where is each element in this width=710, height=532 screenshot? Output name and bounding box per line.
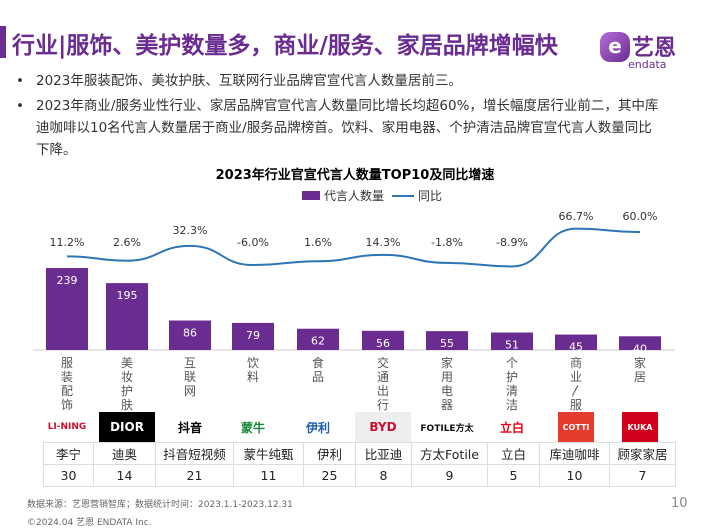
brand-count: 10 (539, 464, 610, 487)
category-label: 家用电器 (440, 356, 453, 412)
brand-logo-li-ning: LI-NING (39, 412, 95, 442)
brand-logo-dior: DIOR (99, 412, 155, 442)
brand-count: 14 (93, 464, 156, 487)
brand-name: 库迪咖啡 (539, 442, 610, 465)
bullet-item: 2023年商业/服务业性行业、家居品牌官宣代言人数量同比增长均超60%，增长幅度… (14, 95, 664, 161)
logo-cn: 艺恩 (632, 36, 677, 61)
brand-name: 迪奥 (93, 442, 156, 465)
bar (169, 320, 211, 350)
brand-count: 25 (303, 464, 356, 487)
line-label: 11.2% (50, 236, 85, 249)
brand-logo-蒙牛: 蒙牛 (225, 412, 281, 442)
line-label: 60.0% (623, 210, 658, 223)
bar-label: 55 (440, 337, 454, 350)
category-label: 家居 (633, 356, 646, 384)
page-number: 10 (671, 496, 688, 511)
bullet-list: 2023年服装配饰、美妆护肤、互联网行业品牌官宣代言人数量居前三。 2023年商… (14, 70, 664, 164)
endata-logo: e 艺恩 endata (600, 28, 690, 78)
brand-name: 顾家家居 (609, 442, 676, 465)
brand-name: 抖音短视频 (155, 442, 234, 465)
brand-table: 李宁 迪奥 抖音短视频 蒙牛纯甄 伊利 比亚迪 方太Fotile 立白 库迪咖啡 顾家家居 30 14… (43, 442, 676, 487)
brand-name: 李宁 (43, 442, 94, 465)
brand-count: 8 (355, 464, 412, 487)
brand-count: 9 (411, 464, 488, 487)
logo-en: endata (628, 58, 667, 71)
category-label: 个护清洁 (505, 356, 518, 412)
category-label: 服装配饰 (60, 356, 73, 412)
bullet-item: 2023年服装配饰、美妆护肤、互联网行业品牌官宣代言人数量居前三。 (14, 70, 664, 92)
brand-logo-抖音: 抖音 (162, 412, 218, 442)
bar (619, 336, 661, 350)
chart-title: 2023年行业官宣代言人数量TOP10及同比增速 (215, 168, 495, 183)
bar (46, 268, 88, 350)
category-label: 饮料 (246, 356, 259, 384)
brand-name: 方太Fotile (411, 442, 488, 465)
brand-logo-kuka: KUKA (622, 412, 658, 442)
bar (555, 334, 597, 350)
bar-label: 86 (183, 327, 197, 340)
copyright: ©2024.04 艺恩 ENDATA Inc. (27, 518, 152, 528)
line-label: -8.9% (496, 236, 528, 249)
line-label: 14.3% (366, 236, 401, 249)
bar (491, 332, 533, 350)
brand-name: 比亚迪 (355, 442, 412, 465)
brand-logo-cotti: COTTI (558, 412, 594, 442)
logo-mark-icon: e (600, 32, 630, 62)
category-label: 互联网 (183, 356, 196, 398)
brand-logo-立白: 立白 (484, 412, 540, 442)
bar-label: 56 (376, 337, 390, 350)
brand-logo-byd: BYD (355, 412, 411, 442)
yoy-line (66, 227, 641, 268)
page-title: 行业|服饰、美护数量多，商业/服务、家居品牌增幅快 (12, 33, 558, 59)
brand-count: 21 (155, 464, 234, 487)
legend-label: 同比 (418, 189, 442, 203)
line-label: 2.6% (113, 236, 141, 249)
brand-count: 5 (487, 464, 540, 487)
brand-name: 立白 (487, 442, 540, 465)
legend-swatch-bar (302, 191, 320, 200)
brand-logo-伊利: 伊利 (290, 412, 346, 442)
bar (232, 322, 274, 350)
bar-label: 195 (117, 289, 138, 302)
brand-name: 蒙牛纯甄 (233, 442, 304, 465)
bar (426, 331, 468, 350)
line-label: -1.8% (431, 236, 463, 249)
bar-label: 79 (246, 329, 260, 342)
bar (297, 328, 339, 350)
brand-count: 7 (609, 464, 676, 487)
legend-label: 代言人数量 (324, 188, 384, 203)
brand-name: 伊利 (303, 442, 356, 465)
brand-count: 11 (233, 464, 304, 487)
line-label: 66.7% (559, 210, 594, 223)
brand-logo-fotile方太: FOTILE方太 (419, 412, 475, 442)
title-accent (0, 26, 6, 58)
data-source: 数据来源：艺恩营销智库；数据统计时间：2023.1.1-2023.12.31 (27, 500, 293, 510)
bar-label: 51 (505, 339, 519, 352)
bar (362, 330, 404, 350)
brand-count: 30 (43, 464, 94, 487)
category-label: 食品 (311, 356, 324, 384)
line-label: 32.3% (173, 224, 208, 237)
line-label: -6.0% (237, 236, 269, 249)
bar (106, 283, 148, 350)
chart: 代言人数量 同比 239 195 86 79 62 56 55 51 45 40 11.2% 2.6% 32… (33, 188, 675, 355)
bar-label: 45 (569, 341, 583, 354)
category-label: 交通出行 (376, 356, 389, 412)
line-label: 1.6% (304, 236, 332, 249)
bar-label: 239 (57, 274, 78, 287)
bar-label: 62 (311, 335, 325, 348)
bar-label: 40 (633, 342, 647, 355)
category-label: 美妆护肤 (120, 356, 133, 412)
